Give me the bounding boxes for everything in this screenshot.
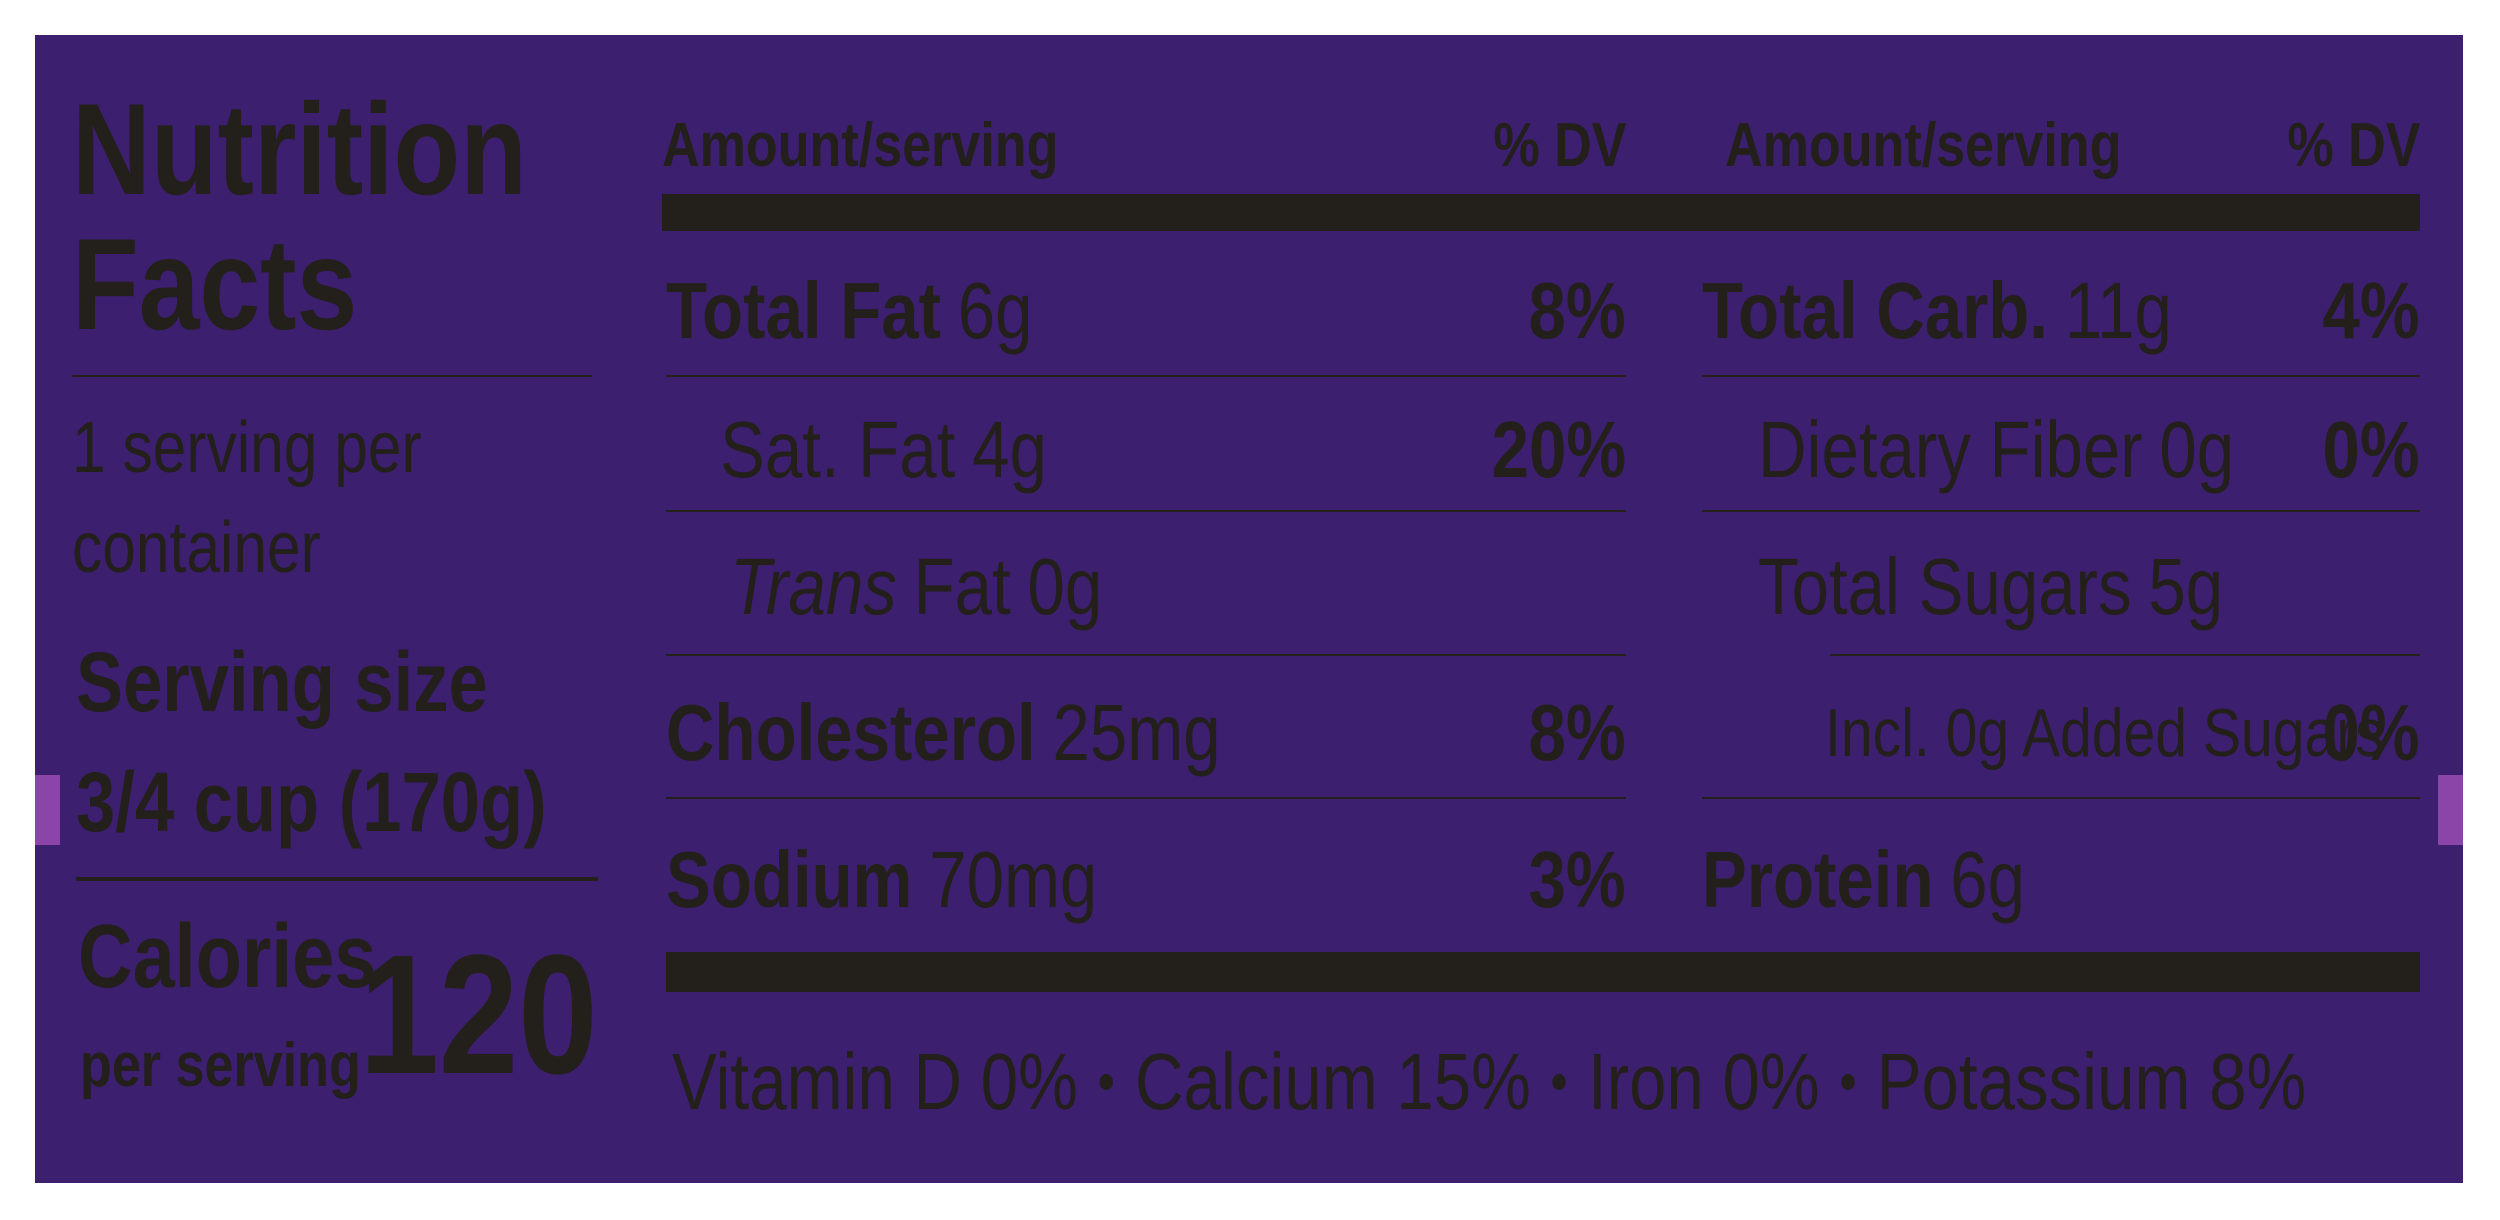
nutrient-name: Sat. Fat — [720, 405, 956, 494]
nutrient-dv: 8% — [1528, 688, 1626, 777]
rule — [666, 952, 2420, 992]
nutrient-dv: 0% — [2322, 405, 2420, 494]
nutrient-row: Cholesterol 25mg — [666, 693, 1221, 773]
nutrient-amount: 5g — [2148, 542, 2224, 631]
rule — [662, 194, 2420, 231]
vitamin: Calcium 15% — [1134, 1037, 1531, 1126]
nutrient-amount: 11g — [2064, 266, 2172, 355]
nutrient-amount: 6g — [1950, 835, 2026, 924]
calories-label: Calories — [78, 907, 377, 1007]
nutrient-name: Cholesterol — [666, 688, 1036, 777]
nutrient-name: Sodium — [666, 835, 913, 924]
calories: 120 — [359, 920, 598, 1110]
nutrient-name: Protein — [1702, 835, 1934, 924]
dv-header: % DV — [2286, 111, 2420, 180]
rule — [72, 375, 592, 377]
rule — [666, 797, 1626, 799]
rule — [1702, 510, 2420, 512]
vitamin: Potassium 8% — [1876, 1037, 2307, 1126]
vitamin: Vitamin D 0% — [672, 1037, 1078, 1126]
vitamins: Vitamin D 0% Calcium 15% Iron 0% Potassium … — [672, 1042, 2306, 1122]
nutrient-row: Dietary Fiber 0g — [1758, 410, 2234, 490]
nutrient-row: Total Fat 6g — [666, 271, 1033, 351]
nutrient-amount: 4g — [972, 405, 1047, 494]
serving-size-label: Serving size — [76, 635, 488, 729]
nutrient-amount: 0g — [2159, 405, 2235, 494]
nutrient-row: Total Sugars 5g — [1758, 547, 2223, 627]
nutrient-name: Incl. 0g Added Sugars — [1825, 695, 2384, 771]
rule — [1702, 375, 2420, 377]
nutrient-amount: 70mg — [929, 835, 1098, 924]
nutrient-name-italic: Trans — [730, 542, 897, 631]
nutrient-name: Total Fat — [666, 266, 942, 355]
rule — [1830, 654, 2420, 656]
nutrient-name: Fat — [913, 542, 1011, 631]
nutrient-amount: 6g — [957, 266, 1033, 355]
nutrient-amount: 0g — [1027, 542, 1103, 631]
nutrient-dv: 0% — [2322, 688, 2420, 777]
nutrient-name: Total Sugars — [1758, 542, 2132, 631]
nutrient-row: Total Carb. 11g — [1702, 271, 2172, 351]
bullet — [1841, 1074, 1855, 1090]
title: Nutrition Facts — [72, 76, 527, 357]
bullet — [1552, 1074, 1567, 1090]
nutrient-row: Sodium 70mg — [666, 840, 1097, 920]
stripe — [2438, 775, 2463, 845]
nutrient-row: Trans Fat 0g — [730, 547, 1102, 627]
nutrient-row: Incl. 0g Added Sugars — [1825, 699, 2384, 767]
nutrient-name: Dietary Fiber — [1758, 405, 2143, 494]
calories-unit: per serving — [80, 1031, 361, 1100]
bullet — [1099, 1074, 1114, 1090]
servings: 1 serving per container — [72, 408, 422, 588]
rule — [666, 510, 1626, 512]
serving-size: 3/4 cup (170g) — [76, 755, 547, 849]
rule — [666, 654, 1626, 656]
nutrient-row: Sat. Fat 4g — [720, 410, 1047, 490]
rule — [1702, 797, 2420, 799]
dv-header: % DV — [1492, 111, 1626, 180]
stripe — [35, 775, 60, 845]
nutrient-row: Protein 6g — [1702, 840, 2025, 920]
nutrient-dv: 4% — [2322, 266, 2420, 355]
vitamin: Iron 0% — [1587, 1037, 1820, 1126]
amount-header: Amount/serving — [662, 111, 1059, 180]
nutrient-name: Total Carb. — [1702, 266, 2048, 355]
nutrient-dv: 20% — [1491, 405, 1626, 494]
amount-header: Amount/serving — [1725, 111, 2122, 180]
nutrient-amount: 25mg — [1052, 688, 1221, 777]
rule — [666, 375, 1626, 377]
nutrient-dv: 8% — [1528, 266, 1626, 355]
rule — [76, 877, 598, 881]
nutrient-dv: 3% — [1528, 835, 1626, 924]
